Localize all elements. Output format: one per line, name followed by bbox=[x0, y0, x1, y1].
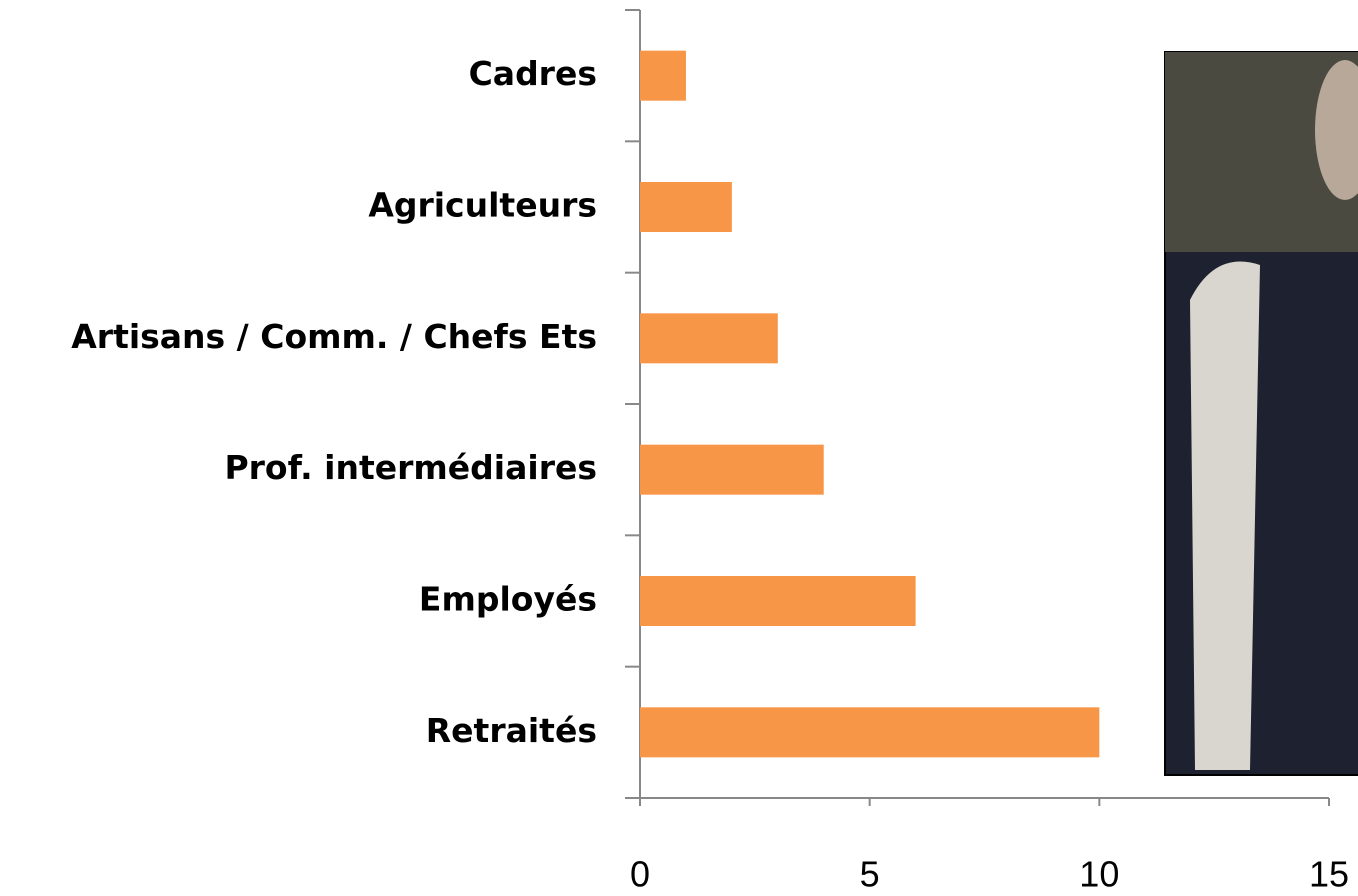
bar bbox=[640, 444, 824, 495]
x-tick-label: 0 bbox=[630, 854, 650, 895]
y-tick-label: Employés bbox=[419, 580, 597, 619]
y-tick-label: Prof. intermédiaires bbox=[224, 448, 597, 487]
y-tick-label: Cadres bbox=[469, 54, 597, 93]
photo bbox=[1164, 51, 1358, 776]
bar bbox=[640, 576, 916, 626]
y-tick-label: Agriculteurs bbox=[368, 186, 597, 225]
bar bbox=[640, 50, 686, 101]
x-tick-label: 15 bbox=[1309, 854, 1349, 895]
bar bbox=[640, 182, 732, 232]
y-tick-label: Retraités bbox=[426, 711, 597, 750]
x-tick-label: 10 bbox=[1079, 854, 1119, 895]
x-tick-label: 5 bbox=[860, 854, 880, 895]
bar bbox=[640, 707, 1100, 758]
bar bbox=[640, 313, 778, 364]
y-tick-label: Artisans / Comm. / Chefs Ets bbox=[71, 317, 597, 356]
